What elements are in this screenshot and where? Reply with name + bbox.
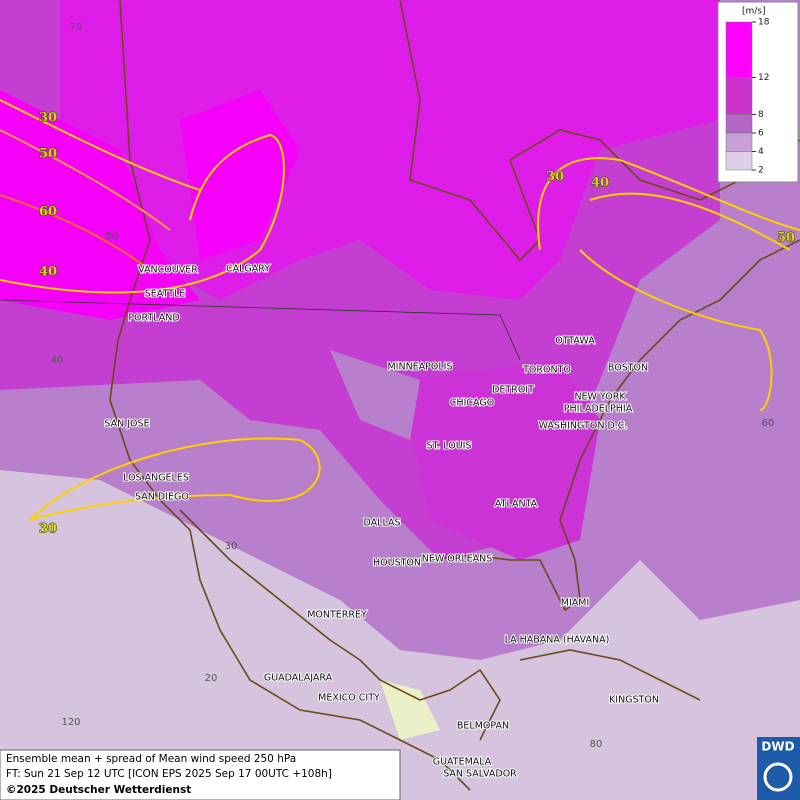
legend-band: [725, 132, 753, 152]
city-label: ATLANTA: [495, 499, 538, 510]
legend-band: [725, 114, 753, 134]
city-label: BOSTON: [608, 363, 648, 374]
graticule-label: 30: [225, 541, 238, 552]
city-label: MEXICO CITY: [318, 693, 380, 704]
footer-copyright: ©2025 Deutscher Wetterdienst: [6, 784, 191, 796]
border: [0, 299, 521, 361]
graticule-label: 80: [590, 739, 603, 750]
legend-tick-label: 18: [758, 18, 770, 28]
legend-tick-label: 6: [758, 129, 764, 139]
contour-label: 50: [777, 231, 795, 246]
city-label: OTTAWA: [555, 336, 595, 347]
terrain: [380, 680, 440, 740]
city-label: PORTLAND: [128, 313, 179, 324]
city-label: WASHINGTON D.C.: [539, 421, 628, 432]
contour-label: 60: [39, 205, 57, 220]
city-label: SAN DIEGO: [135, 492, 189, 503]
footer-title: Ensemble mean + spread of Mean wind spee…: [6, 753, 296, 765]
city-label: LA HABANA (HAVANA): [505, 635, 610, 646]
contour-label: 40: [591, 176, 609, 191]
city-label: VANCOUVER: [138, 265, 198, 276]
city-label: ST. LOUIS: [427, 441, 472, 452]
city-label: PHILADELPHIA: [564, 404, 633, 415]
legend-tick-label: 2: [758, 166, 764, 176]
legend-band: [725, 151, 753, 171]
wind-field: [180, 90, 300, 260]
city-label: DALLAS: [364, 518, 401, 529]
contour-label: 50: [39, 147, 57, 162]
city-label: DETROIT: [492, 385, 534, 396]
city-label: KINGSTON: [609, 695, 659, 706]
city-label: GUATEMALA: [433, 757, 492, 768]
city-label: BELMOPAN: [457, 721, 509, 732]
contour-label: 40: [39, 265, 57, 280]
graticule-label: 120: [61, 717, 80, 728]
graticule-label: 50: [106, 231, 119, 242]
logo-text: DWD: [761, 740, 794, 754]
city-label: MONTERREY: [307, 610, 367, 621]
graticule-label: 60: [762, 418, 775, 429]
city-label: SAN SALVADOR: [443, 769, 517, 780]
contour-label: 30: [39, 111, 57, 126]
legend-tick-label: 8: [758, 110, 764, 120]
city-label: NEW ORLEANS: [422, 554, 493, 565]
city-label: NEW YORK: [574, 392, 626, 403]
graticule-label: 40: [51, 355, 64, 366]
contour-label: 30: [546, 170, 564, 185]
graticule-label: 20: [205, 673, 218, 684]
legend-tick-label: 4: [758, 147, 764, 157]
city-label: CHICAGO: [450, 398, 494, 409]
footer-forecast: FT: Sun 21 Sep 12 UTC [ICON EPS 2025 Sep…: [6, 768, 332, 780]
graticule-label: 70: [70, 22, 83, 33]
city-label: GUADALAJARA: [264, 673, 333, 684]
legend-tick-label: 12: [758, 73, 769, 83]
city-label: LOS ANGELES: [123, 473, 189, 484]
city-label: MIAMI: [561, 598, 590, 609]
city-label: CALGARY: [226, 264, 270, 275]
city-label: SAN JOSE: [104, 419, 149, 430]
wind-field: [400, 360, 600, 560]
city-label: SEATTLE: [145, 289, 186, 300]
legend-unit: [m/s]: [742, 7, 766, 17]
legend-band: [725, 21, 753, 78]
isotachs: [0, 99, 800, 521]
wind-field: [330, 350, 420, 440]
contour-label: 30: [39, 522, 57, 537]
city-label: HOUSTON: [373, 558, 421, 569]
logo-icon: [763, 762, 793, 792]
legend-band: [725, 77, 753, 115]
city-label: MINNEAPOLIS: [387, 362, 452, 373]
footer: [0, 749, 401, 800]
wind-field: [0, 90, 200, 320]
city-label: TORONTO: [522, 365, 571, 376]
